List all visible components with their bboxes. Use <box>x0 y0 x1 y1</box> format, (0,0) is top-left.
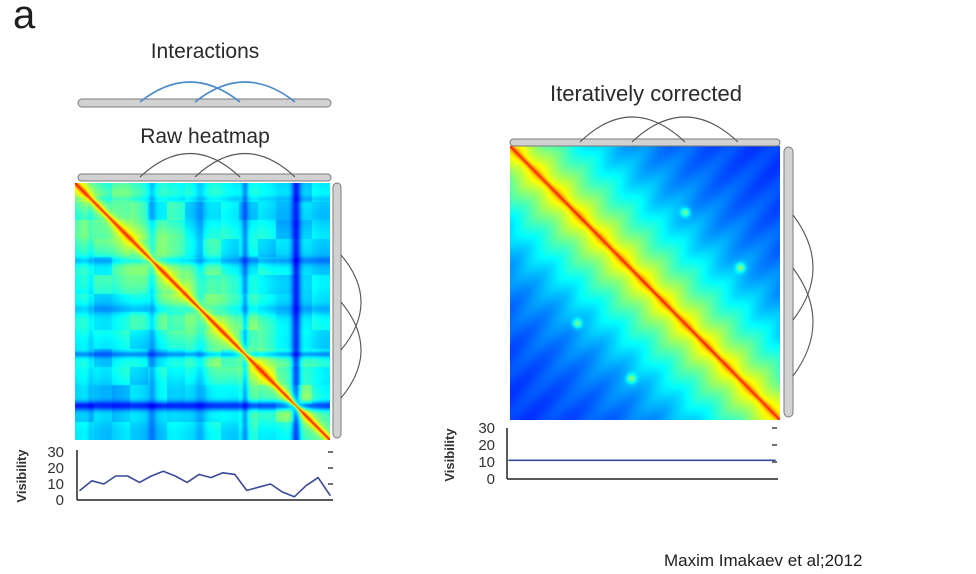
y-axis-label: Visibility <box>14 449 29 503</box>
y-tick-label: 10 <box>47 476 64 493</box>
contact-arc <box>340 254 362 351</box>
contact-arc <box>194 152 296 178</box>
raw-side-schematic <box>332 182 362 439</box>
visibility-line <box>79 470 331 498</box>
contact-arc <box>579 116 686 143</box>
corrected-heatmap-title: Iteratively corrected <box>550 81 742 106</box>
y-tick-label: 30 <box>47 444 64 461</box>
chromosome-bar <box>332 182 342 439</box>
interaction-arc <box>194 81 296 103</box>
panel-label: a <box>13 0 36 37</box>
chromosome-bar <box>783 146 794 418</box>
contact-arc <box>792 267 814 377</box>
y-tick-label: 20 <box>478 437 495 454</box>
raw-heatmap <box>75 183 330 440</box>
raw-top-schematic <box>77 152 332 182</box>
y-tick-label: 10 <box>478 454 495 471</box>
raw-heatmap-title: Raw heatmap <box>140 125 270 148</box>
corrected-top-schematic <box>509 116 781 147</box>
contact-arc <box>139 152 241 178</box>
y-tick-label: 30 <box>478 420 495 437</box>
interaction-arc <box>139 81 241 103</box>
chromosome-bar <box>509 138 781 147</box>
contact-arc <box>631 116 739 143</box>
y-tick-label: 0 <box>56 492 64 509</box>
interactions-schematic <box>77 81 332 108</box>
y-tick-label: 0 <box>487 471 495 488</box>
contact-arc <box>340 301 362 399</box>
contact-arc <box>792 214 814 321</box>
y-tick-label: 20 <box>47 460 64 477</box>
y-axis-label: Visibility <box>442 428 457 482</box>
citation: Maxim Imakaev et al;2012 <box>664 551 863 570</box>
interactions-title: Interactions <box>150 40 260 63</box>
corrected-heatmap <box>510 146 780 420</box>
corrected-side-schematic <box>783 146 814 418</box>
